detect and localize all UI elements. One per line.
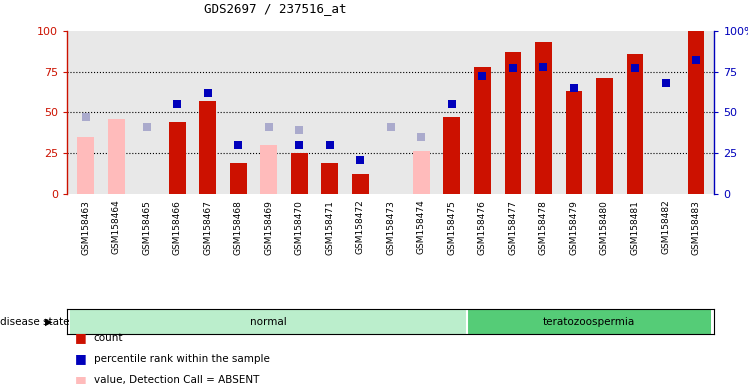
Text: GSM158471: GSM158471 — [325, 200, 334, 255]
Text: GSM158480: GSM158480 — [600, 200, 609, 255]
Text: GSM158464: GSM158464 — [111, 200, 120, 255]
Text: teratozoospermia: teratozoospermia — [543, 316, 635, 327]
Text: GSM158468: GSM158468 — [233, 200, 243, 255]
Text: GSM158465: GSM158465 — [142, 200, 151, 255]
Bar — [70, 309, 468, 334]
Text: GSM158482: GSM158482 — [661, 200, 670, 255]
Text: GSM158469: GSM158469 — [264, 200, 273, 255]
Bar — [169, 122, 186, 194]
Text: GSM158463: GSM158463 — [81, 200, 90, 255]
Bar — [413, 152, 430, 194]
Text: GSM158476: GSM158476 — [478, 200, 487, 255]
Bar — [535, 42, 552, 194]
Text: GSM158477: GSM158477 — [509, 200, 518, 255]
Text: normal: normal — [251, 316, 287, 327]
Text: ■: ■ — [75, 374, 87, 384]
Text: ▶: ▶ — [45, 316, 52, 327]
Text: GSM158479: GSM158479 — [569, 200, 578, 255]
Bar — [474, 67, 491, 194]
Text: GSM158483: GSM158483 — [692, 200, 701, 255]
Bar — [444, 117, 460, 194]
Bar — [199, 101, 216, 194]
Text: GSM158474: GSM158474 — [417, 200, 426, 255]
Bar — [627, 53, 643, 194]
Bar — [565, 91, 583, 194]
Bar — [468, 309, 711, 334]
Text: GDS2697 / 237516_at: GDS2697 / 237516_at — [203, 2, 346, 15]
Bar — [504, 52, 521, 194]
Text: count: count — [94, 333, 123, 343]
Bar — [108, 119, 125, 194]
Text: ■: ■ — [75, 353, 87, 366]
Bar — [291, 153, 307, 194]
Text: disease state: disease state — [0, 316, 70, 327]
Bar — [687, 31, 705, 194]
Text: GSM158473: GSM158473 — [386, 200, 396, 255]
Bar — [77, 137, 94, 194]
Bar — [352, 174, 369, 194]
Text: GSM158470: GSM158470 — [295, 200, 304, 255]
Bar — [596, 78, 613, 194]
Text: percentile rank within the sample: percentile rank within the sample — [94, 354, 269, 364]
Bar — [322, 163, 338, 194]
Text: GSM158481: GSM158481 — [631, 200, 640, 255]
Text: GSM158478: GSM158478 — [539, 200, 548, 255]
Text: GSM158466: GSM158466 — [173, 200, 182, 255]
Text: ■: ■ — [75, 331, 87, 344]
Bar — [230, 163, 247, 194]
Text: GSM158475: GSM158475 — [447, 200, 456, 255]
Text: GSM158472: GSM158472 — [356, 200, 365, 255]
Text: GSM158467: GSM158467 — [203, 200, 212, 255]
Bar — [260, 145, 278, 194]
Text: value, Detection Call = ABSENT: value, Detection Call = ABSENT — [94, 375, 259, 384]
